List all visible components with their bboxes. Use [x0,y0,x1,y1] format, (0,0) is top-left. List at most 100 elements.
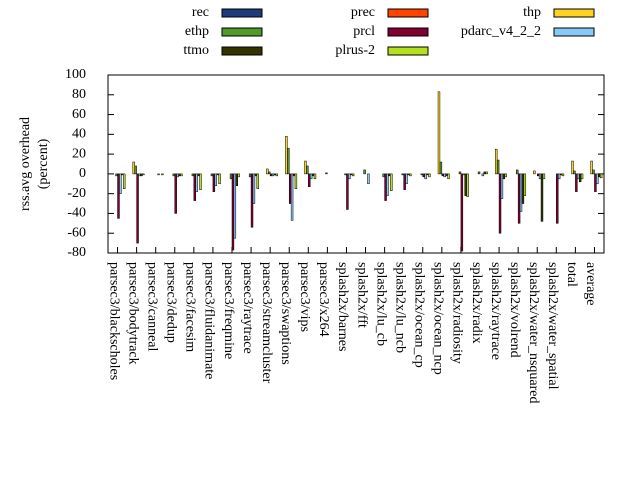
x-tick-label: parsec3/fluidanimate [202,262,217,379]
bar [325,172,328,175]
bar [237,173,240,178]
bar [409,173,412,177]
bar [292,173,296,177]
x-tick-label: parsec3/blackscholes [106,262,121,380]
bar [216,173,219,176]
legend-label: pdarc_v4_2_2 [461,24,541,39]
bar [308,173,311,187]
bar [556,173,559,224]
bar [269,173,273,177]
bar [350,173,353,176]
bar [384,173,387,201]
bar [252,173,256,204]
legend-swatch [221,46,263,56]
bar [363,169,366,175]
bar [443,173,446,178]
legend-swatch [387,8,429,18]
x-tick-label: parsec3/raytrace [240,262,255,354]
x-tick-label: parsec3/x264 [316,262,331,337]
x-tick-label: parsec3/vips [297,262,312,332]
plot-frame [107,74,605,254]
bar [254,173,258,177]
bar [481,173,485,177]
bar [498,173,502,234]
bar [132,161,135,175]
bar [437,91,441,175]
bar [390,173,393,191]
bar [571,160,574,175]
bar [256,173,259,189]
bar [161,173,164,176]
bar [517,173,521,224]
bar [496,159,500,175]
bar [466,173,469,197]
bar [285,136,288,175]
bar [557,173,561,180]
bar [575,173,578,192]
y-tick-label: 40 [72,127,86,142]
bar [577,173,580,180]
bar [306,165,309,175]
bar [250,173,254,228]
bar [174,173,177,214]
x-tick-label: total [564,262,579,287]
bar [592,169,595,175]
x-tick-label: splash2x/water_nsquared [526,262,541,404]
y-tick-label: 0 [79,166,86,181]
bar [426,173,429,176]
legend-label: ethp [185,24,209,39]
x-tick-label: splash2x/ocean_ncp [431,262,446,375]
bar [123,173,126,189]
x-tick-label: splash2x/ocean_cp [412,262,427,368]
bar [386,173,389,196]
bar [117,173,120,219]
bar [590,160,593,175]
x-tick-label: parsec3/streamcluster [259,262,274,384]
bar [311,173,315,177]
bar [229,173,233,180]
bar [248,173,252,178]
bar [407,173,410,176]
bar [422,173,425,178]
bar [271,173,275,177]
bar [193,173,197,201]
bar [504,173,507,178]
bar [119,173,122,194]
bar [578,173,582,183]
bar [197,173,200,177]
bar [180,173,183,177]
x-tick-label: parsec3/canneal [144,262,159,351]
bar [573,170,576,175]
legend-swatch [221,8,263,18]
bar [441,173,445,177]
bar [599,173,603,179]
bar [460,173,464,252]
bar [420,173,424,176]
bar [521,173,525,204]
bar [542,173,546,180]
bar [172,173,176,177]
bar [500,173,504,199]
bar [287,147,290,175]
bar [233,173,237,239]
bar [210,173,214,177]
bar [519,173,523,212]
bar [214,173,217,187]
x-tick-label: average [583,262,598,306]
bar [275,173,279,177]
x-tick-label: splash2x/barnes [335,262,350,351]
bar [134,165,137,175]
bar [594,173,597,192]
bar [157,173,160,176]
bar [231,173,235,251]
bar [212,173,216,192]
bar [348,173,351,180]
bar [235,173,238,187]
bar [288,173,292,204]
bar [178,173,181,177]
bar [199,173,202,190]
bar [559,173,563,176]
legend-label: ttmo [183,43,209,58]
bar [403,173,406,190]
legend-swatch [221,27,263,37]
